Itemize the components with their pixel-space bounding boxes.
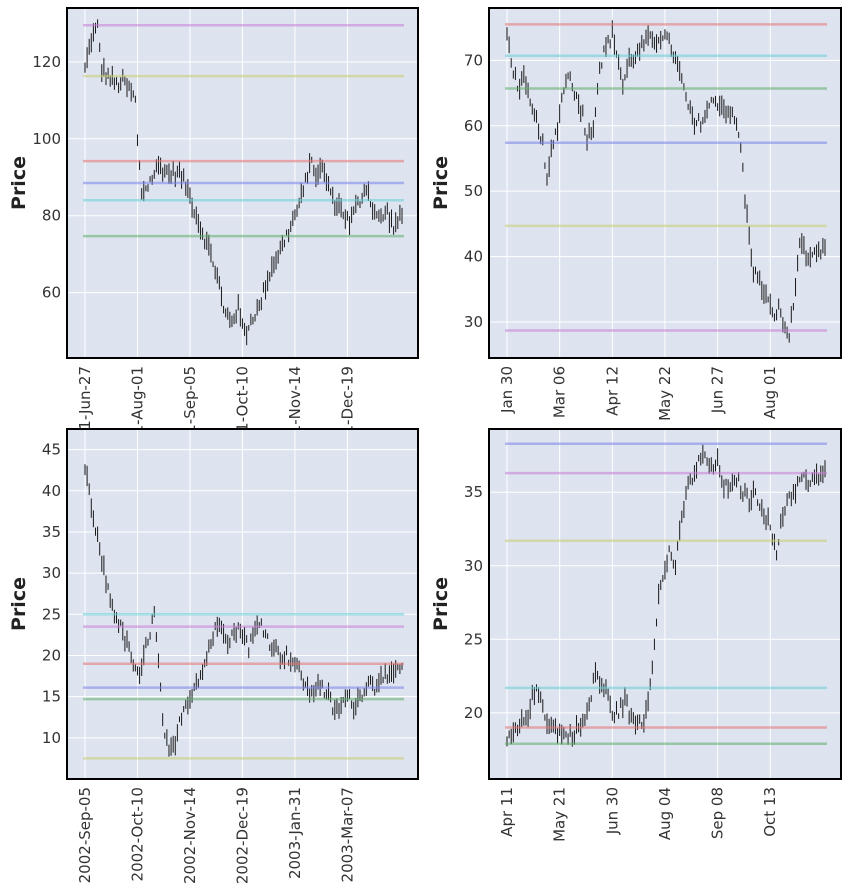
plot-frame: [66, 428, 419, 780]
x-tick-label: 2002-Oct-10: [128, 787, 146, 881]
x-tick-label: 2002-Dec-19: [233, 787, 251, 884]
y-tick-label: 40: [42, 482, 61, 500]
y-tick-label: 25: [42, 605, 61, 623]
y-axis-label: Price: [8, 156, 30, 210]
candles: [506, 444, 826, 747]
x-tick-label: Oct 13: [761, 787, 779, 837]
y-tick-label: 30: [42, 564, 61, 582]
y-tick-label: 50: [464, 182, 483, 200]
x-tick-label: Mar 06: [551, 366, 569, 418]
y-axis-label: Price: [430, 577, 452, 631]
chart-panel-2: 30 40 50 60 70 Jan 30 Mar 06 Apr 12 May 22 Jun 27…: [430, 7, 842, 421]
plot-frame: [488, 7, 842, 359]
y-tick-label: 30: [464, 313, 483, 331]
x-tick-label: 2003-Mar-07: [338, 787, 356, 882]
y-tick-label: 45: [42, 441, 61, 459]
y-tick-label: 20: [42, 646, 61, 664]
plot-frame: [488, 428, 842, 780]
plot-frame: [66, 7, 419, 359]
y-tick-label: 30: [464, 557, 483, 575]
y-tick-label: 25: [464, 630, 483, 648]
y-tick-label: 10: [42, 729, 61, 747]
x-tick-label: Jan 30: [498, 366, 516, 414]
chart-panel-3: 10 15 20 25 30 35 40 45 2002-Sep-05 2002-Oct-10 20…: [8, 428, 419, 884]
y-tick-label: 80: [42, 207, 61, 225]
x-tick-label: May 21: [551, 787, 569, 842]
candles: [506, 20, 826, 343]
y-axis-label: Price: [430, 156, 452, 210]
x-tick-label: May 22: [656, 366, 674, 421]
y-tick-label: 100: [32, 130, 61, 148]
x-tick-label: Aug 04: [656, 787, 674, 840]
y-tick-label: 120: [32, 53, 61, 71]
y-tick-label: 15: [42, 688, 61, 706]
y-tick-label: 60: [464, 117, 483, 135]
candles: [84, 19, 403, 346]
y-tick-label: 60: [42, 284, 61, 302]
y-tick-label: 35: [464, 483, 483, 501]
x-tick-label: Apr 11: [498, 787, 516, 837]
x-tick-label: Jun 27: [709, 366, 727, 414]
chart-panel-4: 20 25 30 35 Apr 11 May 21 Jun 30 Aug 04 Sep 08 Oc…: [430, 428, 842, 842]
y-tick-label: 70: [464, 51, 483, 69]
x-tick-label: 2003-Jan-31: [286, 787, 304, 879]
x-tick-label: 2002-Sep-05: [76, 787, 94, 883]
y-tick-label: 40: [464, 248, 483, 266]
y-tick-label: 20: [464, 704, 483, 722]
x-tick-label: 2002-Nov-14: [181, 787, 199, 884]
x-tick-label: Apr 12: [603, 366, 621, 416]
y-axis-label: Price: [8, 577, 30, 631]
y-tick-label: 35: [42, 523, 61, 541]
x-tick-label: Jun 30: [603, 787, 621, 835]
candles: [84, 464, 403, 757]
x-tick-label: Sep 08: [709, 787, 727, 839]
x-tick-label: Aug 01: [761, 366, 779, 419]
